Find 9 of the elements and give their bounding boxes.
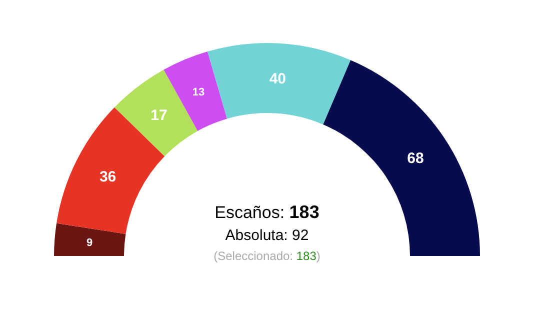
data-label: 17 — [150, 106, 168, 124]
data-label: 36 — [99, 168, 116, 186]
data-label: 40 — [269, 70, 286, 88]
text: Escaños: 183 — [214, 202, 320, 222]
text: (Seleccionado: 183) — [214, 249, 320, 263]
data-label: 68 — [407, 150, 424, 168]
text: Absoluta: 92 — [225, 227, 309, 244]
data-label: 9 — [86, 237, 93, 250]
data-label: 13 — [192, 86, 205, 99]
